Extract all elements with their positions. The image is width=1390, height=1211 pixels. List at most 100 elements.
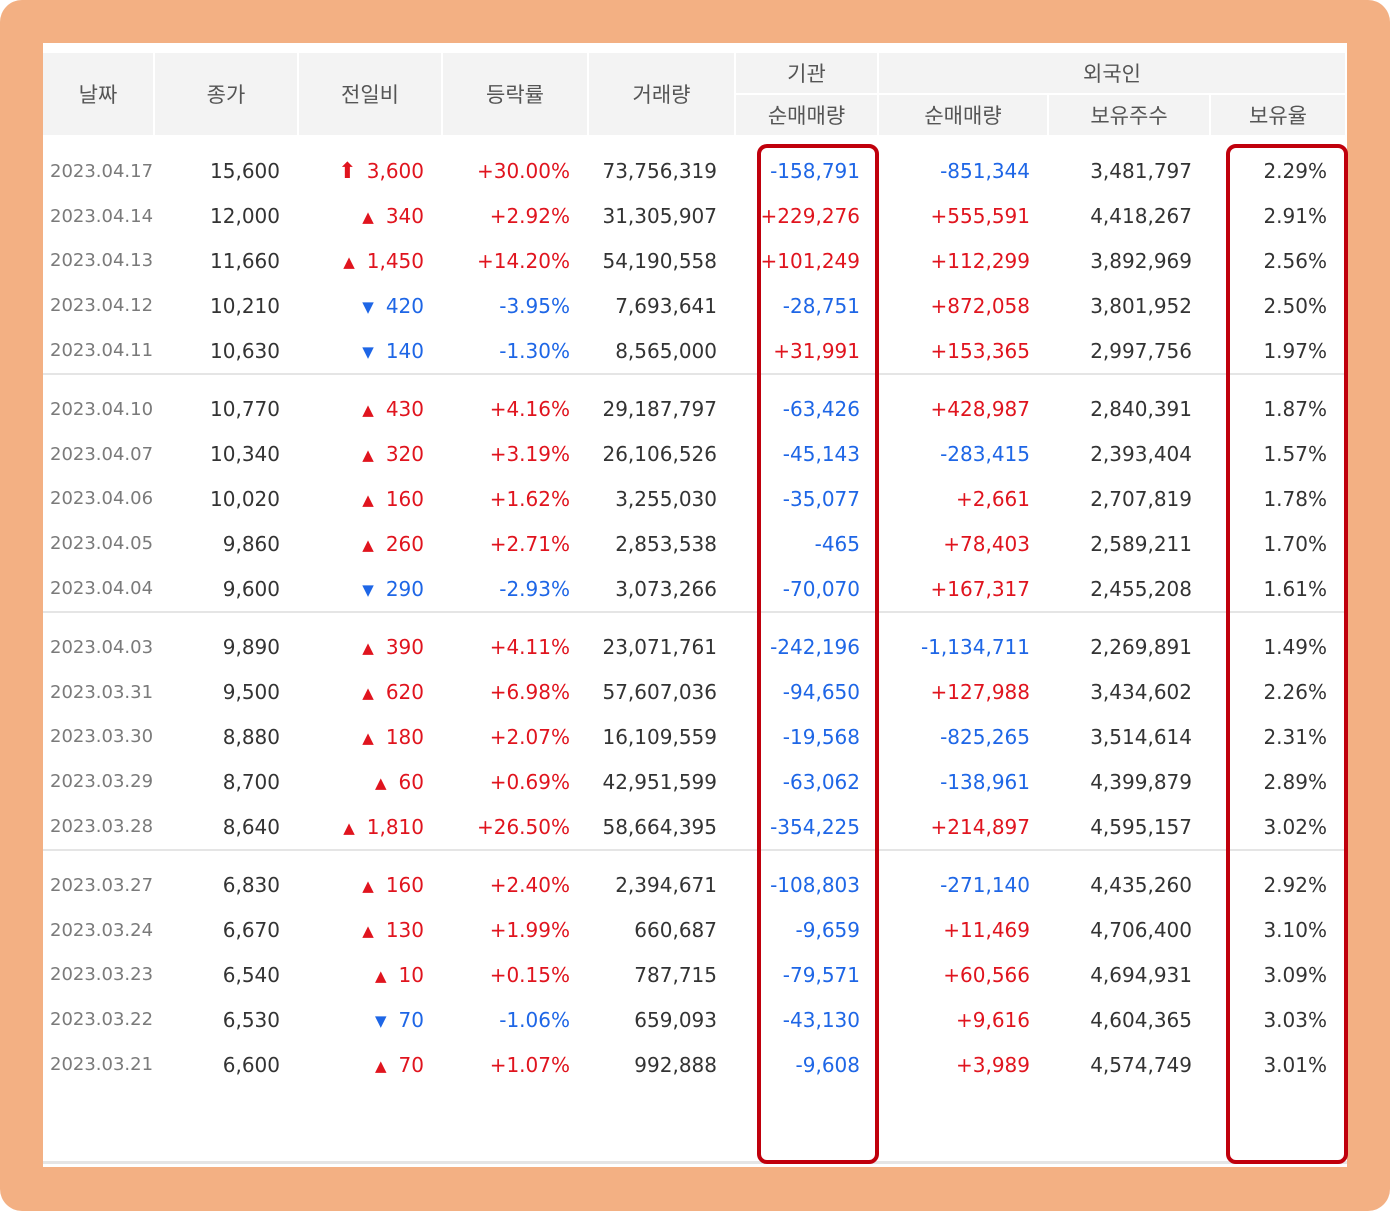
change-cell: ▲ 60	[298, 759, 442, 804]
ratio-cell: 3.01%	[1263, 1052, 1327, 1077]
header-rate: 등락률	[442, 53, 589, 137]
inst-net-cell: -43,130	[782, 1007, 860, 1032]
inst-net-cell: -35,077	[782, 486, 860, 511]
triangle-up-icon: ▲	[362, 877, 374, 896]
close-cell: 6,530	[222, 1007, 280, 1032]
date-cell: 2023.03.23	[50, 964, 154, 986]
inst-net-cell: -19,568	[782, 724, 860, 749]
table-row: 2023.03.23 6,540 ▲ 10 +0.15% 787,715 -79,571 +6…	[43, 953, 1345, 998]
date-cell: 2023.04.03	[50, 636, 154, 658]
date-cell: 2023.04.17	[50, 160, 154, 182]
table-row: 2023.04.17 15,600 ⬆ 3,600 +30.00% 73,756,319 -…	[43, 136, 1345, 194]
rate-cell: +2.71%	[489, 531, 570, 556]
header-close: 종가	[154, 53, 299, 137]
ratio-column-highlight	[1226, 144, 1348, 1164]
inst-net-cell: -70,070	[782, 576, 860, 601]
inst-net-cell: -9,608	[795, 1052, 860, 1077]
date-cell: 2023.03.29	[50, 771, 154, 793]
table-row: 2023.04.03 9,890 ▲ 390 +4.11% 23,071,761 -242,…	[43, 613, 1345, 670]
rate-cell: +4.11%	[489, 635, 570, 660]
change-cell: ▲ 620	[298, 670, 442, 715]
volume-cell: 8,565,000	[615, 338, 717, 363]
close-cell: 9,600	[222, 576, 280, 601]
holdings-cell: 4,595,157	[1090, 814, 1192, 839]
close-cell: 10,340	[210, 442, 280, 467]
change-cell: ▲ 160	[298, 477, 442, 522]
rate-cell: +0.15%	[489, 962, 570, 987]
volume-cell: 2,394,671	[615, 873, 717, 898]
change-cell: ▲ 340	[298, 194, 442, 239]
ratio-cell: 1.61%	[1263, 576, 1327, 601]
change-cell-value: 60	[398, 769, 424, 794]
table-body: 2023.04.17 15,600 ⬆ 3,600 +30.00% 73,756,319 -…	[43, 136, 1345, 1087]
triangle-up-icon: ▲	[362, 728, 374, 747]
change-cell: ▲ 10	[298, 953, 442, 998]
table-row: 2023.03.21 6,600 ▲ 70 +1.07% 992,888 -9,608 +3,…	[43, 1042, 1345, 1087]
change-cell: ▲ 430	[298, 375, 442, 432]
change-cell-value: 1,810	[366, 814, 424, 839]
change-cell: ▲ 70	[298, 1042, 442, 1087]
rate-cell: +1.99%	[489, 918, 570, 943]
ratio-cell: 2.91%	[1263, 204, 1327, 229]
change-cell-value: 260	[385, 531, 424, 556]
holdings-cell: 3,434,602	[1090, 680, 1192, 705]
change-cell-value: 290	[385, 576, 424, 601]
date-cell: 2023.03.22	[50, 1009, 154, 1031]
holdings-cell: 3,481,797	[1090, 159, 1192, 184]
rate-cell: +1.62%	[489, 486, 570, 511]
change-cell-value: 1,450	[366, 248, 424, 273]
ratio-cell: 1.57%	[1263, 442, 1327, 467]
inst-net-cell: +31,991	[773, 338, 860, 363]
change-cell: ▼ 140	[298, 328, 442, 374]
ratio-cell: 1.49%	[1263, 635, 1327, 660]
date-cell: 2023.03.21	[50, 1054, 154, 1076]
rate-cell: +3.19%	[489, 442, 570, 467]
close-cell: 6,600	[222, 1052, 280, 1077]
holdings-cell: 3,514,614	[1090, 724, 1192, 749]
date-cell: 2023.04.10	[50, 398, 154, 420]
date-cell: 2023.04.05	[50, 533, 154, 555]
table-row: 2023.03.27 6,830 ▲ 160 +2.40% 2,394,671 -108,8…	[43, 851, 1345, 908]
date-cell: 2023.03.24	[50, 919, 154, 941]
date-cell: 2023.04.14	[50, 205, 154, 227]
change-cell: ▼ 420	[298, 283, 442, 328]
change-cell: ▲ 260	[298, 521, 442, 566]
date-cell: 2023.03.31	[50, 681, 154, 703]
change-cell-value: 70	[398, 1052, 424, 1077]
rate-cell: +2.07%	[489, 724, 570, 749]
date-cell: 2023.04.07	[50, 443, 154, 465]
holdings-cell: 4,574,749	[1090, 1052, 1192, 1077]
header-volume: 거래량	[588, 53, 736, 137]
volume-cell: 659,093	[634, 1007, 717, 1032]
volume-cell: 26,106,526	[602, 442, 717, 467]
close-cell: 9,860	[222, 531, 280, 556]
rate-cell: +4.16%	[489, 397, 570, 422]
foreign-net-cell: +872,058	[930, 293, 1030, 318]
inst-net-cell: -354,225	[770, 814, 860, 839]
triangle-up-icon: ▲	[362, 208, 374, 227]
table-row: 2023.04.14 12,000 ▲ 340 +2.92% 31,305,907 +229…	[43, 194, 1345, 239]
rate-cell: -1.30%	[499, 338, 570, 363]
holdings-cell: 2,455,208	[1090, 576, 1192, 601]
triangle-down-icon: ▼	[362, 297, 374, 316]
ratio-cell: 2.50%	[1263, 293, 1327, 318]
ratio-cell: 2.26%	[1263, 680, 1327, 705]
change-cell: ▲ 320	[298, 432, 442, 477]
table-row: 2023.03.22 6,530 ▼ 70 -1.06% 659,093 -43,130 +9…	[43, 997, 1345, 1042]
header-change: 전일비	[298, 53, 443, 137]
close-cell: 12,000	[210, 204, 280, 229]
ratio-cell: 3.03%	[1263, 1007, 1327, 1032]
change-cell: ▼ 290	[298, 566, 442, 612]
close-cell: 6,540	[222, 962, 280, 987]
volume-cell: 787,715	[634, 962, 717, 987]
ratio-cell: 3.09%	[1263, 962, 1327, 987]
foreign-net-cell: -825,265	[940, 724, 1030, 749]
volume-cell: 57,607,036	[602, 680, 717, 705]
triangle-up-icon: ▲	[362, 535, 374, 554]
table-row: 2023.04.04 9,600 ▼ 290 -2.93% 3,073,266 -70,07…	[43, 566, 1345, 612]
rate-cell: +14.20%	[476, 248, 570, 273]
inst-net-cell: -94,650	[782, 680, 860, 705]
inst-net-cell: -28,751	[782, 293, 860, 318]
inst-net-cell: -465	[814, 531, 860, 556]
arrow-up-icon: ⬆	[338, 158, 357, 184]
